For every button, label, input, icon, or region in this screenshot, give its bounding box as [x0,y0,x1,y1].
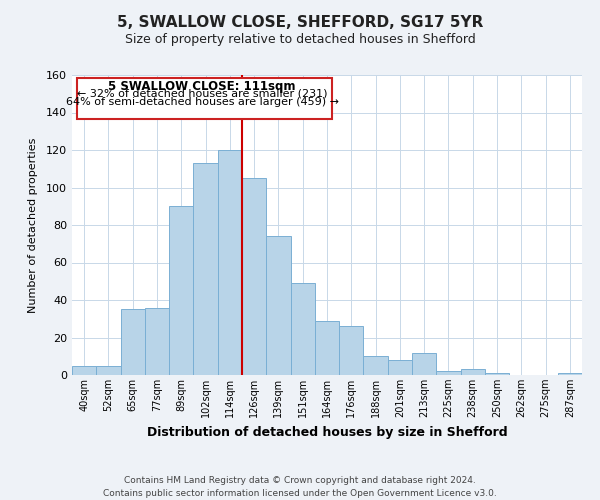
Text: Size of property relative to detached houses in Shefford: Size of property relative to detached ho… [125,32,475,46]
Bar [121,310,145,375]
Text: 5 SWALLOW CLOSE: 111sqm: 5 SWALLOW CLOSE: 111sqm [109,80,296,93]
Bar [193,163,218,375]
Bar [558,373,582,375]
Bar [485,373,509,375]
X-axis label: Distribution of detached houses by size in Shefford: Distribution of detached houses by size … [146,426,508,438]
Bar [315,320,339,375]
Y-axis label: Number of detached properties: Number of detached properties [28,138,38,312]
Bar [339,326,364,375]
Bar [242,178,266,375]
Bar [388,360,412,375]
Text: Contains HM Land Registry data © Crown copyright and database right 2024.
Contai: Contains HM Land Registry data © Crown c… [103,476,497,498]
Bar [266,236,290,375]
Text: 64% of semi-detached houses are larger (459) →: 64% of semi-detached houses are larger (… [65,97,338,107]
Bar [364,356,388,375]
Bar [145,308,169,375]
Bar [412,352,436,375]
Text: 5, SWALLOW CLOSE, SHEFFORD, SG17 5YR: 5, SWALLOW CLOSE, SHEFFORD, SG17 5YR [117,15,483,30]
Bar [290,283,315,375]
Bar [461,370,485,375]
Text: ← 32% of detached houses are smaller (231): ← 32% of detached houses are smaller (23… [77,88,328,99]
Bar [436,371,461,375]
Bar [96,366,121,375]
Bar [218,150,242,375]
Bar [169,206,193,375]
FancyBboxPatch shape [77,78,332,118]
Bar [72,366,96,375]
